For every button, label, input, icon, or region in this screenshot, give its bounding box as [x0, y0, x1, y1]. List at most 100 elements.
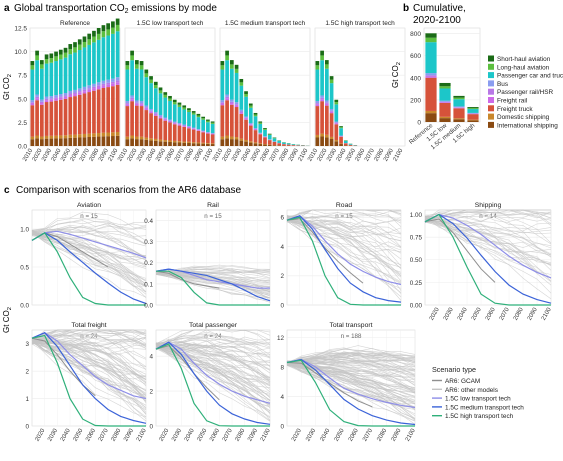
- bar-segment-a: [96, 39, 101, 83]
- bar-segment-a: [106, 136, 111, 146]
- bar-segment-a: [87, 33, 92, 40]
- bar-segment-a: [177, 122, 182, 125]
- bar-segment-a: [324, 64, 329, 69]
- line-ar6-other: [31, 218, 147, 241]
- bar-segment-a: [229, 136, 234, 140]
- x-tick-label-c: 2060: [85, 427, 97, 442]
- y-tick-label-c: 8: [280, 364, 284, 371]
- bar-segment-a: [267, 140, 272, 145]
- facet-strip: [220, 18, 310, 28]
- bar-segment-a: [286, 144, 291, 146]
- bar-segment-a: [125, 104, 130, 107]
- bar-segment-a: [258, 143, 263, 145]
- bar-segment-a: [153, 113, 158, 115]
- bar-segment-b: [453, 95, 465, 98]
- legend-label-b: Passenger car and truck: [497, 73, 563, 80]
- line-ar6-other: [31, 231, 147, 288]
- bar-segment-a: [172, 102, 177, 105]
- bar-segment-a: [263, 144, 267, 146]
- bar-segment-a: [73, 47, 77, 53]
- legend-swatch-b: [488, 97, 494, 103]
- bar-segment-a: [58, 99, 63, 136]
- x-tick-label-c: 2090: [247, 427, 259, 442]
- bar-segment-a: [239, 109, 244, 112]
- bar-segment-a: [182, 142, 187, 146]
- bar-segment-a: [58, 96, 63, 98]
- legend-swatch-b: [488, 88, 494, 95]
- bar-segment-a: [177, 125, 182, 142]
- bar-segment-a: [191, 111, 196, 113]
- line-ar6-other: [155, 348, 271, 421]
- bar-segment-a: [153, 85, 158, 89]
- legend-swatch-b: [488, 80, 494, 87]
- bar-segment-a: [149, 79, 153, 84]
- bar-segment-a: [58, 135, 63, 139]
- x-tick-label-c: 2020: [159, 427, 171, 442]
- line-ar6-other: [424, 218, 552, 256]
- legend-label-c: AR6: GCAM: [445, 378, 480, 385]
- bar-segment-a: [144, 69, 149, 74]
- line-ar6-other: [31, 331, 147, 360]
- line-ar6-other: [155, 343, 271, 378]
- bar-segment-a: [163, 140, 168, 142]
- bar-segment-a: [343, 143, 348, 146]
- bar-segment-a: [234, 102, 239, 105]
- bar-segment-a: [315, 100, 320, 104]
- bar-segment-a: [115, 31, 120, 78]
- bar-segment-a: [187, 128, 191, 142]
- bar-segment-a: [206, 143, 210, 146]
- line-ar6-other: [31, 217, 147, 245]
- bar-segment-a: [153, 81, 158, 86]
- y-tick-label-a: 12.5: [14, 26, 27, 33]
- bar-segment-a: [82, 47, 87, 87]
- bar-segment-a: [239, 78, 244, 83]
- bar-segment-a: [182, 125, 187, 127]
- legend-label-b: Domestic shipping: [497, 114, 550, 121]
- bar-segment-a: [201, 119, 206, 131]
- bar-segment-a: [68, 93, 73, 96]
- bar-segment-a: [92, 136, 96, 146]
- bar-segment-a: [54, 138, 58, 146]
- line-ar6-other: [424, 216, 552, 294]
- bar-segment-a: [106, 79, 111, 83]
- facet-c-road: Road 0 2 4 6 n = 15: [280, 202, 402, 309]
- line-ar6-other: [424, 219, 552, 300]
- bar-segment-a: [258, 134, 263, 144]
- y-tick-label-c: 0.50: [410, 257, 423, 264]
- bar-segment-a: [39, 68, 44, 100]
- bar-segment-a: [144, 73, 149, 78]
- bar-segment-a: [101, 25, 106, 32]
- x-tick-label-c: 2030: [305, 427, 317, 442]
- bar-segment-a: [30, 100, 35, 103]
- line-ar6-other: [31, 230, 147, 258]
- bar-segment-a: [30, 102, 35, 104]
- bar-segment-a: [220, 105, 225, 137]
- x-tick-label-c: 2020: [429, 306, 441, 321]
- y-tick-label-b: 200: [410, 97, 421, 104]
- bar-segment-b: [425, 42, 437, 74]
- line-ar6-other: [31, 329, 147, 343]
- line-ar6-other: [155, 342, 271, 415]
- bar-segment-a: [320, 50, 324, 56]
- line-ar6-other: [424, 211, 552, 245]
- bar-segment-a: [258, 144, 263, 146]
- bar-segment-a: [134, 100, 139, 103]
- bar-segment-a: [320, 60, 324, 96]
- line-ar6-other: [31, 331, 147, 367]
- bar-segment-a: [168, 98, 172, 101]
- bar-segment-a: [106, 87, 111, 133]
- line-1-5c-low: [155, 341, 271, 404]
- line-1-5c-low: [31, 332, 147, 400]
- bar-segment-a: [163, 119, 168, 121]
- bar-segment-a: [201, 132, 206, 143]
- bar-segment-a: [149, 76, 153, 80]
- bar-segment-a: [263, 128, 267, 130]
- bar-segment-a: [182, 124, 187, 126]
- x-tick-label-c: 2090: [391, 427, 403, 442]
- line-ar6-other: [31, 232, 147, 298]
- bar-segment-a: [44, 63, 49, 97]
- bar-segment-a: [329, 108, 334, 111]
- bar-segment-b: [453, 106, 465, 108]
- legend-swatch-b: [488, 121, 494, 128]
- bar-segment-b: [439, 101, 451, 103]
